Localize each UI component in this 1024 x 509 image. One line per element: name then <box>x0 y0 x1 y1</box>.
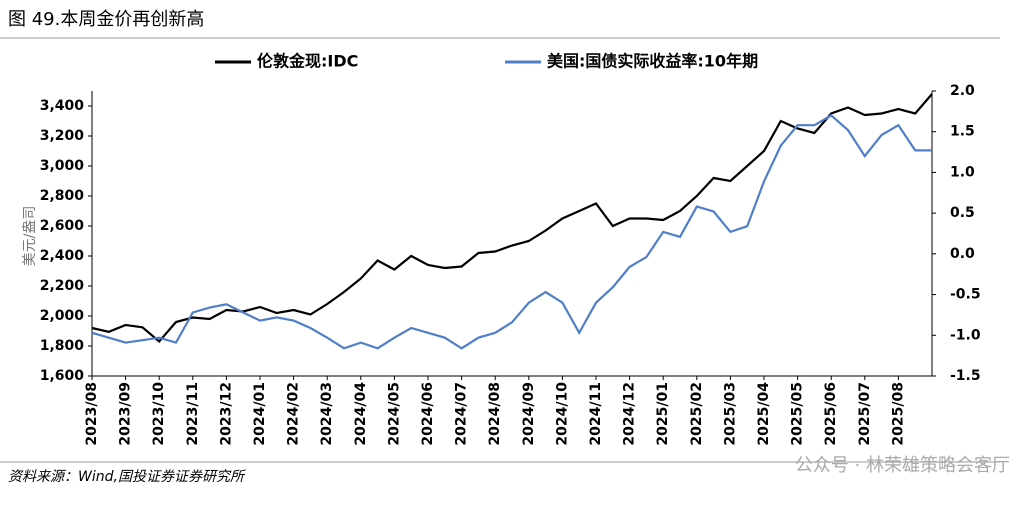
y-tick-label: 2,600 <box>40 218 85 234</box>
x-tick-label: 2024/01 <box>252 382 268 446</box>
legend-label: 伦敦金现:IDC <box>257 52 358 71</box>
y-axis-label: 美元/盎司 <box>22 206 38 267</box>
y2-tick-label: 0.0 <box>950 246 975 262</box>
y2-tick-label: 1.5 <box>950 124 975 140</box>
x-tick-label: 2024/10 <box>554 382 570 446</box>
x-tick-label: 2025/04 <box>756 382 772 446</box>
x-tick-label: 2025/08 <box>890 382 906 446</box>
y2-tick-label: 0.5 <box>950 205 975 221</box>
y-tick-label: 2,800 <box>40 188 85 204</box>
x-tick-label: 2025/02 <box>689 382 705 446</box>
y-tick-label: 2,000 <box>40 308 85 324</box>
y2-tick-label: 1.0 <box>950 164 975 180</box>
series-line <box>91 93 933 344</box>
x-tick-label: 2024/03 <box>319 382 335 446</box>
x-tick-label: 2025/03 <box>722 382 738 446</box>
source: 资料来源：Wind,国投证券证券研究所 <box>8 469 246 485</box>
y2-tick-label: -0.5 <box>950 287 981 303</box>
legend-label: 美国:国债实际收益率:10年期 <box>547 52 758 71</box>
y-tick-label: 2,200 <box>40 278 85 294</box>
x-tick-label: 2024/05 <box>386 382 402 446</box>
x-tick-label: 2024/11 <box>588 382 604 446</box>
series-line <box>91 114 932 350</box>
y2-tick-label: -1.5 <box>950 368 981 384</box>
y-tick-label: 3,000 <box>40 158 85 174</box>
y-tick-label: 1,600 <box>40 368 85 384</box>
y-tick-label: 2,400 <box>40 248 85 264</box>
x-tick-label: 2023/09 <box>118 382 134 446</box>
y2-tick-label: -1.0 <box>950 327 981 343</box>
x-tick-label: 2023/10 <box>151 382 167 446</box>
y2-tick-label: 2.0 <box>950 83 975 99</box>
chart-title: 图 49.本周金价再创新高 <box>8 9 204 30</box>
y-tick-label: 3,400 <box>40 98 85 114</box>
x-tick-label: 2025/07 <box>857 382 873 446</box>
x-tick-label: 2025/05 <box>790 382 806 446</box>
y-tick-label: 3,200 <box>40 128 85 144</box>
x-tick-label: 2024/09 <box>521 382 537 446</box>
x-tick-label: 2024/07 <box>454 382 470 446</box>
x-tick-label: 2024/08 <box>487 382 503 446</box>
x-tick-label: 2024/02 <box>286 382 302 446</box>
y-tick-label: 1,800 <box>40 338 85 354</box>
x-tick-label: 2023/11 <box>185 382 201 446</box>
x-tick-label: 2024/06 <box>420 382 436 446</box>
x-tick-label: 2024/04 <box>353 382 369 446</box>
x-tick-label: 2023/08 <box>84 382 100 446</box>
x-tick-label: 2024/12 <box>622 382 638 446</box>
x-tick-label: 2025/06 <box>823 382 839 446</box>
watermark: 公众号 · 林荣雄策略会客厅 <box>795 455 1010 476</box>
x-tick-label: 2025/01 <box>655 382 671 446</box>
x-tick-label: 2023/12 <box>218 382 234 446</box>
